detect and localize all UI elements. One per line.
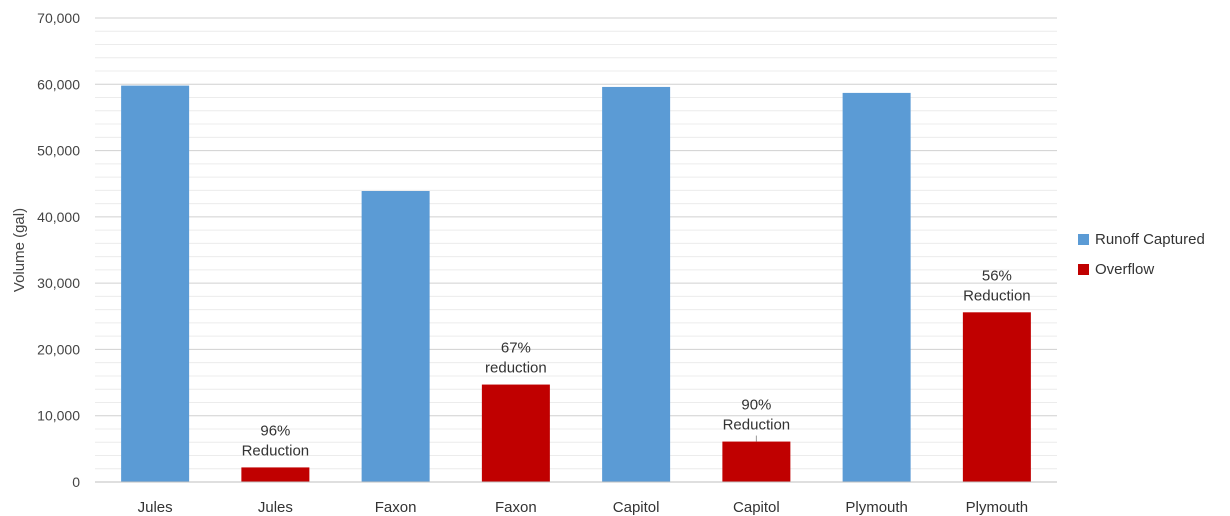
- annotation: 96% Reduction: [242, 422, 310, 459]
- bar: [481, 384, 550, 482]
- y-tick-label: 70,000: [37, 10, 80, 26]
- x-tick-label: Capitol: [613, 499, 660, 516]
- annotation-line: 67%: [501, 340, 531, 357]
- legend-label: Runoff Captured: [1095, 231, 1205, 248]
- x-tick-label: Faxon: [495, 499, 537, 516]
- bar: [361, 191, 430, 482]
- y-tick-label: 50,000: [37, 143, 80, 159]
- y-tick-label: 60,000: [37, 76, 80, 92]
- annotation: 67% reduction: [485, 340, 547, 377]
- annotation: 56% Reduction: [963, 267, 1031, 304]
- annotation-line: Reduction: [963, 287, 1031, 304]
- x-tick-label: Faxon: [375, 499, 417, 516]
- legend-swatch: [1078, 234, 1089, 245]
- legend-label: Overflow: [1095, 261, 1154, 278]
- legend-swatch: [1078, 264, 1089, 275]
- y-tick-label: 10,000: [37, 408, 80, 424]
- y-tick-label: 40,000: [37, 209, 80, 225]
- annotation: 90% Reduction: [723, 397, 791, 442]
- bar: [962, 312, 1031, 482]
- y-axis-ticks: 0 10,000 20,000 30,000 40,000 50,000 60,000 70,…: [37, 10, 80, 490]
- y-tick-label: 30,000: [37, 275, 80, 291]
- x-tick-label: Jules: [258, 499, 293, 516]
- x-axis-labels: Jules Jules Faxon Faxon Capitol Capitol Plymou…: [138, 499, 1029, 516]
- annotation-line: 90%: [741, 397, 771, 414]
- bar: [121, 85, 190, 483]
- x-tick-label: Jules: [138, 499, 173, 516]
- annotation-line: Reduction: [723, 417, 791, 434]
- annotation-line: reduction: [485, 360, 547, 377]
- annotation-line: Reduction: [242, 442, 310, 459]
- bar: [241, 467, 310, 482]
- bars: [121, 85, 1031, 483]
- annotation-line: 56%: [982, 267, 1012, 284]
- x-tick-label: Plymouth: [966, 499, 1029, 516]
- bar: [722, 441, 791, 482]
- legend: Runoff Captured Overflow: [1078, 231, 1205, 278]
- bar: [842, 92, 911, 482]
- y-tick-label: 0: [72, 474, 80, 490]
- bar: [602, 86, 671, 483]
- x-tick-label: Plymouth: [845, 499, 908, 516]
- annotations: 96% Reduction 67% reduction 90% Reduction 56% R…: [242, 267, 1031, 459]
- y-tick-label: 20,000: [37, 341, 80, 357]
- y-axis-label: Volume (gal): [11, 208, 28, 292]
- annotation-line: 96%: [260, 422, 290, 439]
- gridlines: [95, 17, 1057, 470]
- x-tick-label: Capitol: [733, 499, 780, 516]
